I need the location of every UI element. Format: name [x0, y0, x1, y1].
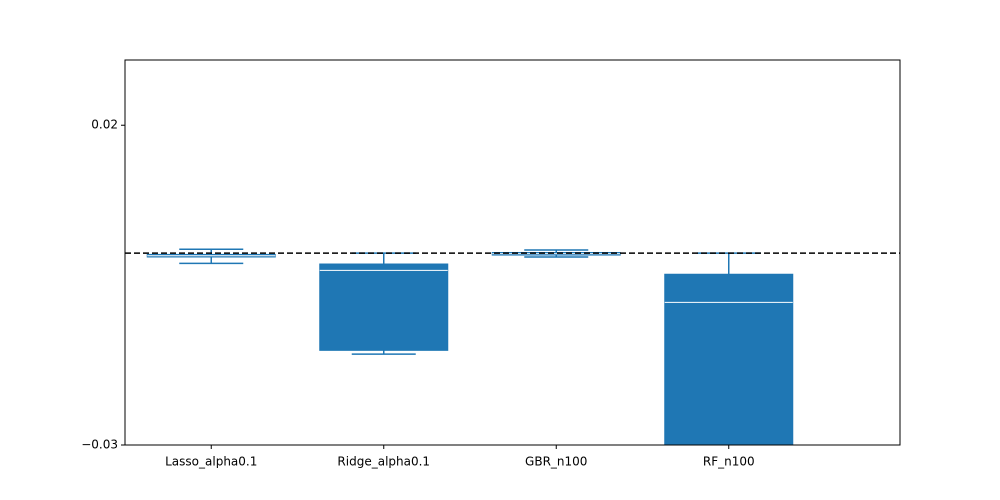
- x-tick-label: Lasso_alpha0.1: [165, 455, 257, 469]
- y-tick-label: −0.03: [81, 438, 118, 452]
- x-tick-label: RF_n100: [703, 455, 755, 469]
- box: [319, 263, 449, 351]
- axes-frame: [124, 59, 901, 446]
- y-tick-label: 0.02: [91, 118, 118, 132]
- x-tick-label: GBR_n100: [525, 455, 587, 469]
- x-tick-label: Ridge_alpha0.1: [337, 455, 430, 469]
- plot-area: [125, 248, 900, 445]
